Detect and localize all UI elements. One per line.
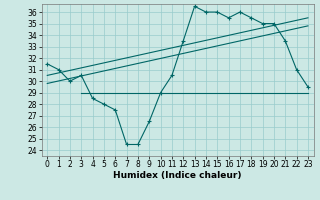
X-axis label: Humidex (Indice chaleur): Humidex (Indice chaleur) (113, 171, 242, 180)
